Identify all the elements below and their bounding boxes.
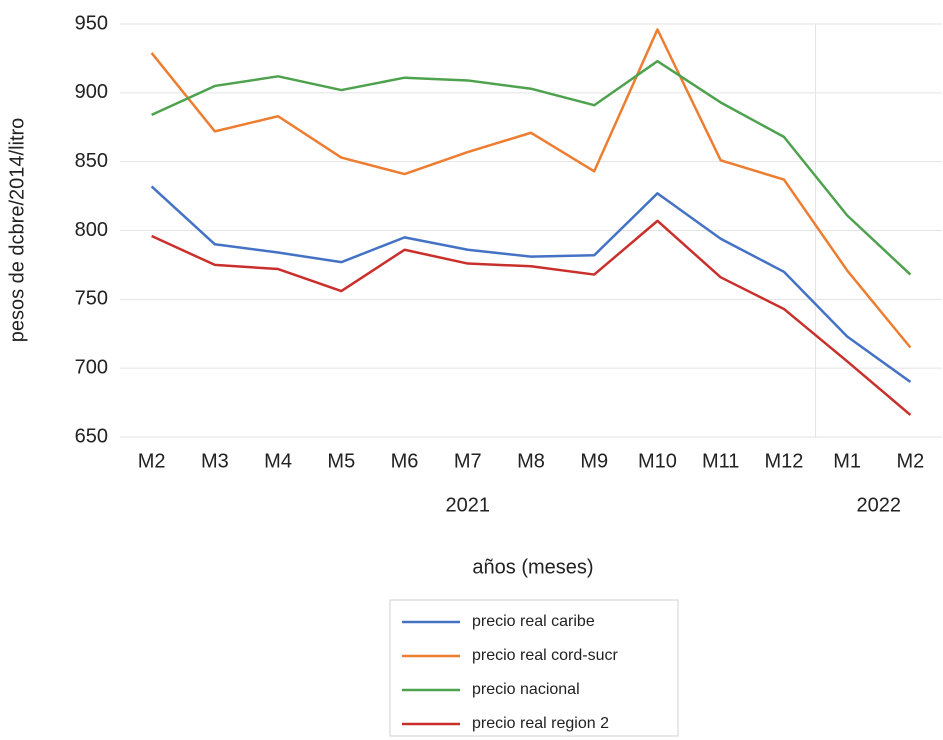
y-axis-title: pesos de dcbre/2014/litro [6,118,28,343]
y-tick-label: 900 [75,81,108,103]
x-tick-label: M2 [896,450,924,472]
x-tick-label: M8 [517,450,545,472]
x-group-label: 2021 [446,494,491,516]
x-tick-label: M7 [454,450,482,472]
y-tick-label: 650 [75,425,108,447]
x-tick-label: M11 [702,450,739,472]
x-tick-label: M9 [580,450,608,472]
series-line [150,185,912,383]
legend-label: precio real region 2 [472,715,609,732]
legend-label: precio real caribe [472,613,595,630]
x-tick-label: M1 [833,450,861,472]
x-tick-label: M5 [327,450,355,472]
y-tick-label: 850 [75,150,108,172]
series-line [150,28,912,349]
x-tick-label: M12 [764,450,803,472]
x-tick-label: M2 [138,450,166,472]
x-tick-label: M3 [201,450,229,472]
series-line [151,59,912,276]
legend-label: precio nacional [472,681,580,698]
y-tick-label: 950 [75,12,108,34]
series-line [151,219,912,416]
x-tick-label: M6 [391,450,419,472]
x-tick-label: M10 [638,450,677,472]
x-tick-label: M4 [264,450,292,472]
y-tick-label: 750 [75,288,108,310]
x-axis-title: años (meses) [472,556,593,578]
legend-label: precio real cord-sucr [472,647,619,664]
y-tick-label: 700 [75,356,108,378]
y-tick-label: 800 [75,219,108,241]
legend-box [389,599,679,737]
x-group-label: 2022 [857,494,902,516]
